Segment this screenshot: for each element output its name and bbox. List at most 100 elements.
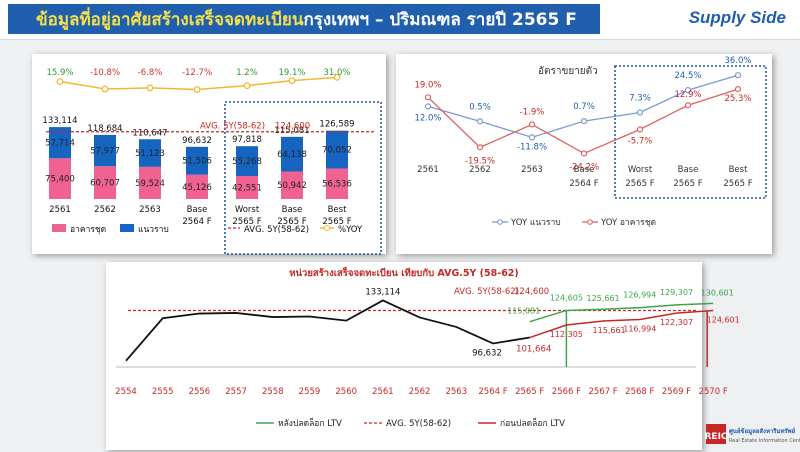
- x-tick-label-sub: 2564 F: [182, 217, 211, 227]
- series-point: [424, 103, 432, 110]
- bar-lowrise: [94, 134, 116, 167]
- series-point: [636, 109, 644, 116]
- x-tick-label: 2568 F: [625, 387, 654, 397]
- legend-marker-condo: [587, 219, 593, 225]
- point-value-label: -1.9%: [520, 107, 545, 117]
- legend-marker-lowrise: [497, 219, 503, 225]
- pre-ltv-label: 124,601: [707, 315, 740, 324]
- x-tick-label: Base: [574, 165, 595, 175]
- x-tick-label-sub: 2565 F: [723, 179, 752, 189]
- x-tick-label-sub: 2565 F: [673, 179, 702, 189]
- x-tick-label: 2558: [262, 387, 284, 397]
- post-ltv-label: 125,661: [587, 294, 620, 303]
- x-tick-label: 2555: [152, 387, 174, 397]
- x-tick-label: 2567 F: [588, 387, 617, 397]
- x-tick-label: 2570 F: [699, 387, 728, 397]
- x-tick-label: 2561: [417, 165, 439, 175]
- x-tick-label: 2564 F: [478, 387, 507, 397]
- yoy-point: [146, 84, 154, 92]
- x-tick-label: 2554: [115, 387, 137, 397]
- bar-label-lowrise: 55,268: [232, 157, 262, 167]
- reic-logo: REIC ศูนย์ข้อมูลอสังหาริมทรัพย์ Real Est…: [704, 420, 800, 450]
- legend-label-yoy: %YOY: [338, 225, 363, 235]
- history-label: 133,114: [365, 287, 400, 297]
- x-tick-label: Base: [678, 165, 699, 175]
- bar-lowrise: [186, 146, 208, 175]
- bar-lowrise: [326, 130, 348, 169]
- series-point: [734, 86, 742, 93]
- x-tick-label: Base: [282, 205, 303, 215]
- x-tick-label: 2562: [94, 205, 116, 215]
- point-value-label: 12.0%: [414, 113, 441, 123]
- x-tick-label: 2569 F: [662, 387, 691, 397]
- bar-label-condo: 56,536: [322, 180, 352, 190]
- bar-label-condo: 60,707: [90, 179, 120, 189]
- x-tick-label: 2562: [409, 387, 431, 397]
- bar-label-lowrise: 57,714: [45, 139, 75, 149]
- legend-label-condo: YOY อาคารชุด: [600, 218, 656, 228]
- series-point: [636, 126, 644, 133]
- logo-mark-text: REIC: [704, 432, 727, 442]
- x-tick-label: 2565 F: [515, 387, 544, 397]
- x-tick-label: Best: [729, 165, 748, 175]
- post-ltv-label: 129,307: [660, 288, 693, 297]
- page-title-highlight: ข้อมูลที่อยู่อาศัยสร้างเสร็จจดทะเบียน: [36, 9, 304, 30]
- growth-rate-chart: อัตราขยายตัว 12.0% 0.5% -11.8% 0.7% 7.3% 24.5%…: [414, 56, 767, 228]
- bar-total-label: 118,684: [87, 124, 122, 134]
- x-tick-label: 2566 F: [552, 387, 581, 397]
- header-bar: ข้อมูลที่อยู่อาศัยสร้างเสร็จจดทะเบียน กร…: [0, 0, 800, 40]
- legend-label-avg: AVG. 5Y(58-62): [386, 419, 451, 429]
- bar-condo: [326, 168, 348, 199]
- bar-total-label: 110,647: [132, 128, 167, 138]
- bar-total-label: 115,081: [274, 126, 309, 136]
- yoy-point: [193, 86, 201, 94]
- legend-swatch-lowrise: [120, 224, 134, 232]
- legend-label-condo: อาคารชุด: [70, 225, 106, 235]
- bar-lowrise: [139, 139, 161, 167]
- bar-label-lowrise: 64,138: [277, 150, 307, 160]
- x-tick-label: 2556: [189, 387, 211, 397]
- pre-ltv-label: 112,305: [550, 330, 583, 339]
- x-tick-label: 2563: [445, 387, 467, 397]
- bar-lowrise: [49, 127, 71, 159]
- x-tick-label: 2561: [372, 387, 394, 397]
- yoy-point: [101, 85, 109, 93]
- logo-thai-name: ศูนย์ข้อมูลอสังหาริมทรัพย์: [729, 427, 796, 436]
- x-tick-label-sub: 2565 F: [625, 179, 654, 189]
- x-tick-label: 2563: [139, 205, 161, 215]
- x-tick-label: 2557: [225, 387, 247, 397]
- x-tick-label: 2560: [335, 387, 357, 397]
- bar-label-lowrise: 51,123: [135, 149, 165, 159]
- legend-label-lowrise: แนวราบ: [138, 225, 169, 235]
- series-point: [684, 102, 692, 109]
- point-value-label: 25.3%: [724, 94, 751, 104]
- post-ltv-line: [529, 302, 714, 323]
- series-point: [580, 150, 588, 157]
- pre-ltv-label: 122,307: [660, 318, 693, 327]
- yoy-point: [56, 78, 64, 85]
- yoy-label: -6.8%: [138, 68, 163, 78]
- x-tick-label: Worst: [235, 205, 260, 215]
- bar-label-condo: 50,942: [277, 181, 307, 191]
- post-ltv-label: 126,994: [623, 291, 656, 300]
- point-value-label: 0.7%: [573, 102, 595, 112]
- pre-ltv-label: 115,661: [593, 326, 626, 335]
- reic-logo-graphic: REIC ศูนย์ข้อมูลอสังหาริมทรัพย์ Real Est…: [704, 424, 800, 444]
- bar-condo: [186, 174, 208, 199]
- forecast-highlight-box: [224, 101, 382, 255]
- series-point: [580, 117, 588, 125]
- bar-total-label: 133,114: [42, 116, 77, 126]
- page-title: ข้อมูลที่อยู่อาศัยสร้างเสร็จจดทะเบียน กร…: [8, 4, 600, 34]
- legend-marker-yoy: [324, 225, 330, 231]
- bar-condo: [139, 166, 161, 199]
- point-value-label: 24.5%: [674, 71, 701, 81]
- point-value-label: -19.5%: [465, 156, 495, 166]
- avg-5y-label: AVG. 5Y(58-62): [200, 122, 265, 132]
- yoy-point: [333, 73, 341, 81]
- point-value-label: 12.9%: [674, 90, 701, 100]
- x-tick-label-sub: 2565 F: [322, 217, 351, 227]
- avg-5y-value: 124,600: [275, 122, 310, 132]
- bar-condo: [49, 158, 71, 199]
- x-tick-label-sub: 2565 F: [232, 217, 261, 227]
- stacked-bar-chart: 75,400 57,714 133,114 2561 60,707 57,977 118,6…: [42, 68, 382, 255]
